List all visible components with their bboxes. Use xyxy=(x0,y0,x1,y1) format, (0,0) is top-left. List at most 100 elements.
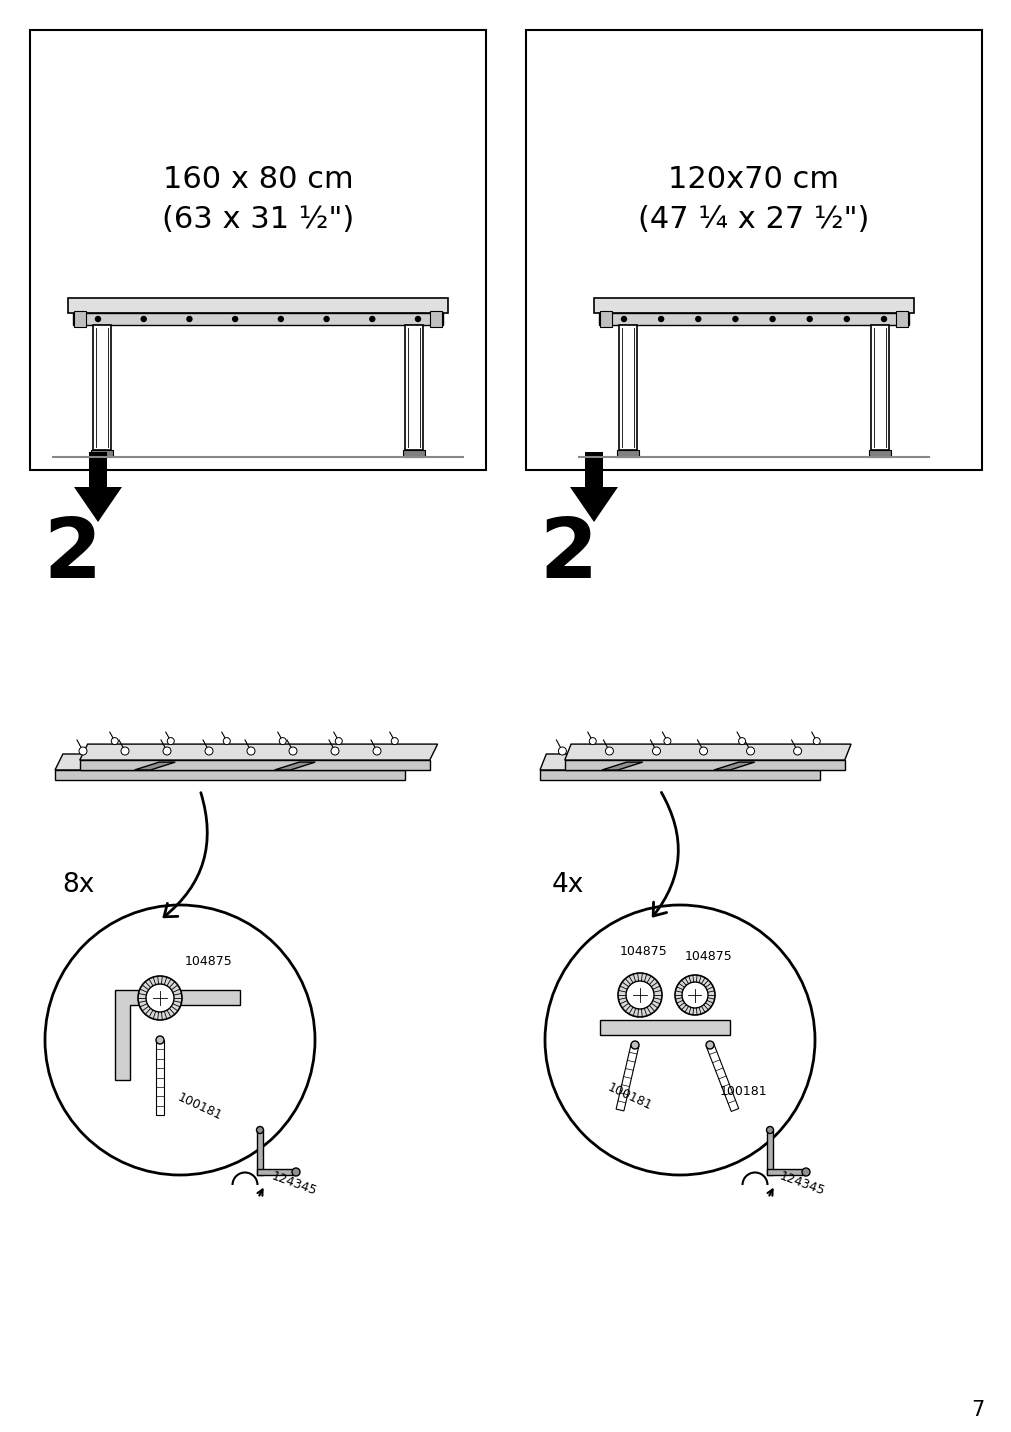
Text: 8x: 8x xyxy=(62,872,94,898)
Bar xyxy=(91,450,113,457)
Circle shape xyxy=(142,316,146,322)
Text: 120x70 cm: 120x70 cm xyxy=(668,166,839,195)
Polygon shape xyxy=(600,1020,729,1035)
Circle shape xyxy=(545,905,814,1176)
Text: (63 x 31 ½"): (63 x 31 ½") xyxy=(162,206,354,235)
Circle shape xyxy=(801,1169,809,1176)
Circle shape xyxy=(416,316,421,322)
Circle shape xyxy=(335,737,342,745)
Polygon shape xyxy=(55,770,404,780)
Circle shape xyxy=(121,748,128,755)
Circle shape xyxy=(626,981,653,1010)
Circle shape xyxy=(699,748,707,755)
Polygon shape xyxy=(540,755,826,770)
Bar xyxy=(404,325,423,450)
Polygon shape xyxy=(80,745,437,760)
Text: 100181: 100181 xyxy=(605,1081,653,1113)
Polygon shape xyxy=(115,990,240,1080)
Bar xyxy=(619,325,636,450)
Circle shape xyxy=(558,748,566,755)
Circle shape xyxy=(137,977,182,1020)
Bar xyxy=(402,450,425,457)
Bar xyxy=(870,325,888,450)
Polygon shape xyxy=(134,762,175,770)
Bar xyxy=(68,298,448,314)
Polygon shape xyxy=(257,1130,263,1176)
Text: 2: 2 xyxy=(539,514,596,596)
Bar xyxy=(430,311,442,326)
Circle shape xyxy=(658,316,663,322)
Circle shape xyxy=(256,1127,263,1134)
Text: 104875: 104875 xyxy=(620,945,667,958)
Circle shape xyxy=(732,316,737,322)
Circle shape xyxy=(373,748,380,755)
Polygon shape xyxy=(257,1169,295,1176)
Bar xyxy=(73,314,443,325)
Circle shape xyxy=(163,748,171,755)
Circle shape xyxy=(44,905,314,1176)
Polygon shape xyxy=(540,770,819,780)
Text: 100181: 100181 xyxy=(175,1091,223,1123)
Circle shape xyxy=(881,316,886,322)
Circle shape xyxy=(292,1169,299,1176)
Circle shape xyxy=(793,748,801,755)
Text: 160 x 80 cm: 160 x 80 cm xyxy=(163,166,353,195)
Circle shape xyxy=(813,737,820,745)
Circle shape xyxy=(769,316,774,322)
Circle shape xyxy=(289,748,296,755)
Circle shape xyxy=(233,316,238,322)
Polygon shape xyxy=(564,760,844,770)
Polygon shape xyxy=(80,760,430,770)
Circle shape xyxy=(618,972,661,1017)
Bar xyxy=(599,314,908,325)
FancyArrowPatch shape xyxy=(652,792,677,916)
Circle shape xyxy=(205,748,212,755)
Polygon shape xyxy=(156,1040,164,1116)
Bar xyxy=(593,298,913,314)
Circle shape xyxy=(621,316,626,322)
Circle shape xyxy=(278,316,283,322)
Circle shape xyxy=(223,737,231,745)
Text: 2: 2 xyxy=(42,514,101,596)
FancyArrowPatch shape xyxy=(164,793,207,916)
Text: 124345: 124345 xyxy=(777,1170,826,1199)
Circle shape xyxy=(247,748,255,755)
Circle shape xyxy=(807,316,812,322)
Bar xyxy=(526,30,981,470)
Circle shape xyxy=(663,737,670,745)
Circle shape xyxy=(146,984,174,1012)
Polygon shape xyxy=(569,453,618,523)
Circle shape xyxy=(738,737,745,745)
Polygon shape xyxy=(766,1130,772,1176)
Circle shape xyxy=(156,1035,164,1044)
Circle shape xyxy=(391,737,398,745)
Circle shape xyxy=(167,737,174,745)
Circle shape xyxy=(605,748,613,755)
Polygon shape xyxy=(616,1044,638,1111)
Polygon shape xyxy=(274,762,315,770)
Polygon shape xyxy=(602,762,642,770)
Circle shape xyxy=(111,737,118,745)
Bar xyxy=(30,30,485,470)
Circle shape xyxy=(681,982,708,1008)
Circle shape xyxy=(187,316,192,322)
Polygon shape xyxy=(564,745,850,760)
Text: 124345: 124345 xyxy=(270,1170,318,1199)
Circle shape xyxy=(674,975,715,1015)
Circle shape xyxy=(588,737,595,745)
Circle shape xyxy=(369,316,374,322)
Polygon shape xyxy=(714,762,754,770)
Polygon shape xyxy=(766,1169,804,1176)
Text: 4x: 4x xyxy=(551,872,583,898)
Circle shape xyxy=(706,1041,714,1050)
Polygon shape xyxy=(55,755,412,770)
Bar xyxy=(617,450,638,457)
Circle shape xyxy=(79,748,87,755)
Circle shape xyxy=(652,748,660,755)
Circle shape xyxy=(95,316,100,322)
Circle shape xyxy=(746,748,754,755)
Circle shape xyxy=(631,1041,638,1050)
Circle shape xyxy=(279,737,286,745)
Polygon shape xyxy=(706,1044,738,1111)
Text: 104875: 104875 xyxy=(185,955,233,968)
